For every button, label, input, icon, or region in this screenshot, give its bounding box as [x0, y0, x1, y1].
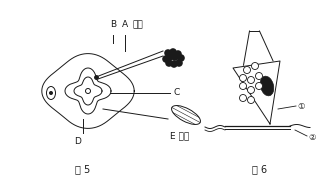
Circle shape	[240, 83, 247, 90]
Text: E 肌肉: E 肌肉	[170, 131, 190, 140]
Circle shape	[248, 87, 254, 94]
Ellipse shape	[172, 106, 201, 125]
Text: ②: ②	[308, 133, 316, 142]
Circle shape	[162, 55, 170, 63]
Circle shape	[166, 53, 174, 61]
Circle shape	[248, 96, 254, 104]
Circle shape	[252, 62, 258, 70]
Circle shape	[177, 54, 185, 62]
Circle shape	[169, 48, 177, 56]
Text: 图 6: 图 6	[252, 164, 267, 174]
Polygon shape	[42, 54, 134, 128]
Ellipse shape	[46, 87, 55, 100]
Circle shape	[248, 77, 254, 83]
Circle shape	[164, 49, 172, 57]
Text: 皮肤: 皮肤	[133, 20, 144, 29]
Ellipse shape	[260, 76, 274, 96]
Circle shape	[174, 50, 182, 58]
Text: D: D	[75, 137, 81, 146]
Text: ①: ①	[297, 101, 304, 111]
Circle shape	[171, 53, 179, 61]
Polygon shape	[233, 61, 280, 124]
Text: 图 5: 图 5	[75, 164, 91, 174]
Text: A: A	[122, 20, 128, 29]
Circle shape	[244, 66, 251, 74]
Circle shape	[85, 88, 90, 94]
Text: B: B	[110, 20, 116, 29]
Circle shape	[170, 60, 178, 68]
Polygon shape	[65, 68, 111, 114]
Circle shape	[240, 74, 247, 82]
Circle shape	[240, 95, 247, 101]
Circle shape	[49, 91, 53, 95]
Circle shape	[255, 83, 262, 90]
Circle shape	[165, 59, 173, 67]
Circle shape	[255, 73, 262, 79]
Text: C: C	[174, 87, 180, 96]
Circle shape	[175, 59, 183, 67]
